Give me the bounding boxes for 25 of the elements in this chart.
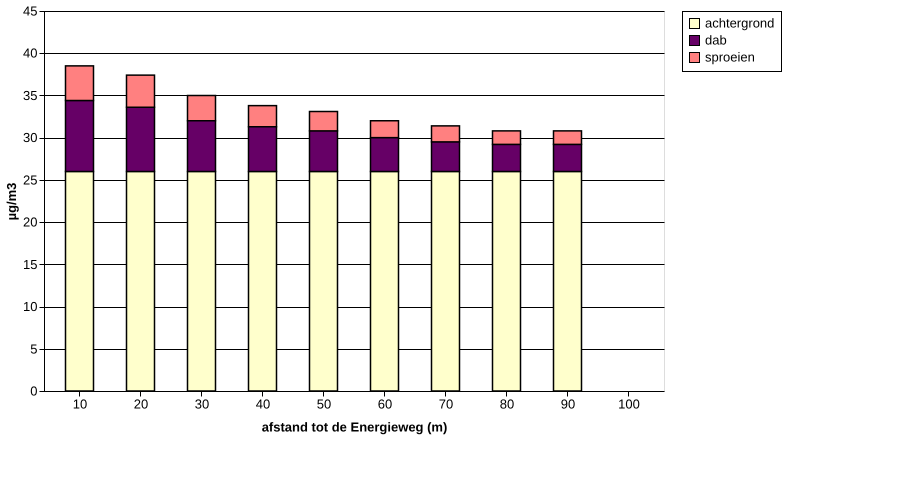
y-tick-label: 30 xyxy=(23,130,38,146)
x-tick-label: 80 xyxy=(500,396,514,412)
x-tick-label: 60 xyxy=(378,396,392,412)
x-tick-label: 100 xyxy=(618,396,640,412)
x-tick-label: 50 xyxy=(316,396,332,412)
x-axis-title: afstand tot de Energieweg (m) xyxy=(262,420,448,434)
legend-label: achtergrond xyxy=(705,16,774,30)
x-tick-label: 70 xyxy=(438,396,454,412)
x-tick-label: 90 xyxy=(560,396,576,412)
y-tick-label: 20 xyxy=(23,214,38,230)
x-tick-label: 40 xyxy=(256,396,270,412)
y-tick-label: 0 xyxy=(30,384,38,398)
y-tick-label: 35 xyxy=(23,88,38,103)
y-tick-label: 40 xyxy=(23,46,38,61)
y-tick-label: 25 xyxy=(23,172,38,188)
legend-label: dab xyxy=(705,32,727,48)
x-tick-label: 10 xyxy=(72,396,88,412)
y-tick-label: 5 xyxy=(30,341,38,356)
x-tick-label: 30 xyxy=(194,396,210,412)
legend-label: sproeien xyxy=(705,50,755,64)
y-tick-label: 45 xyxy=(23,4,38,18)
y-axis-title: µg/m3 xyxy=(4,182,20,220)
y-tick-label: 15 xyxy=(23,256,38,272)
y-tick-label: 10 xyxy=(23,299,38,314)
x-tick-label: 20 xyxy=(134,396,148,412)
